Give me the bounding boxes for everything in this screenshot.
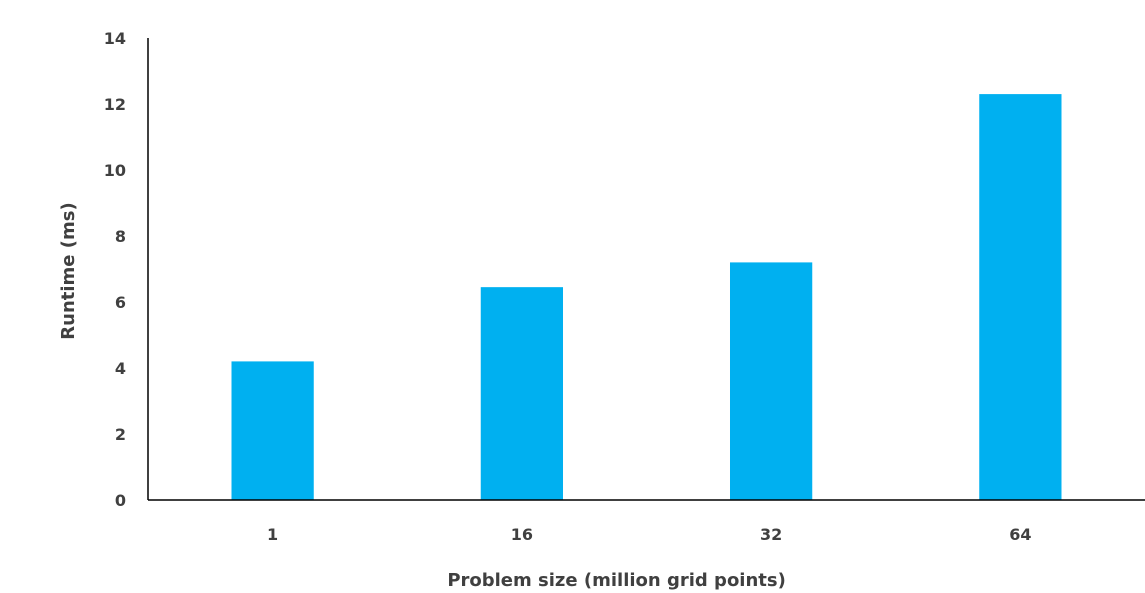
y-tick-label: 8 [115,227,126,246]
bar-16 [480,287,564,500]
y-axis-title: Runtime (ms) [58,202,79,339]
y-tick-label: 6 [115,293,126,312]
bar-64 [979,94,1062,500]
x-axis-ticks: 1 16 32 64 [267,525,1031,544]
bar-32 [729,262,813,500]
x-tick-label: 1 [267,525,278,544]
x-axis-title: Problem size (million grid points) [447,570,786,591]
y-tick-label: 10 [104,161,126,180]
y-tick-label: 2 [115,425,126,444]
y-tick-label: 4 [115,359,126,378]
y-tick-label: 14 [104,29,126,48]
y-tick-label: 0 [115,491,126,510]
y-axis-ticks: 0 2 4 6 8 10 12 14 [104,29,126,510]
x-tick-label: 32 [760,525,782,544]
bar-1 [231,361,314,500]
x-tick-label: 16 [511,525,533,544]
x-tick-label: 64 [1009,525,1031,544]
y-tick-label: 12 [104,95,126,114]
bars [231,94,1062,500]
